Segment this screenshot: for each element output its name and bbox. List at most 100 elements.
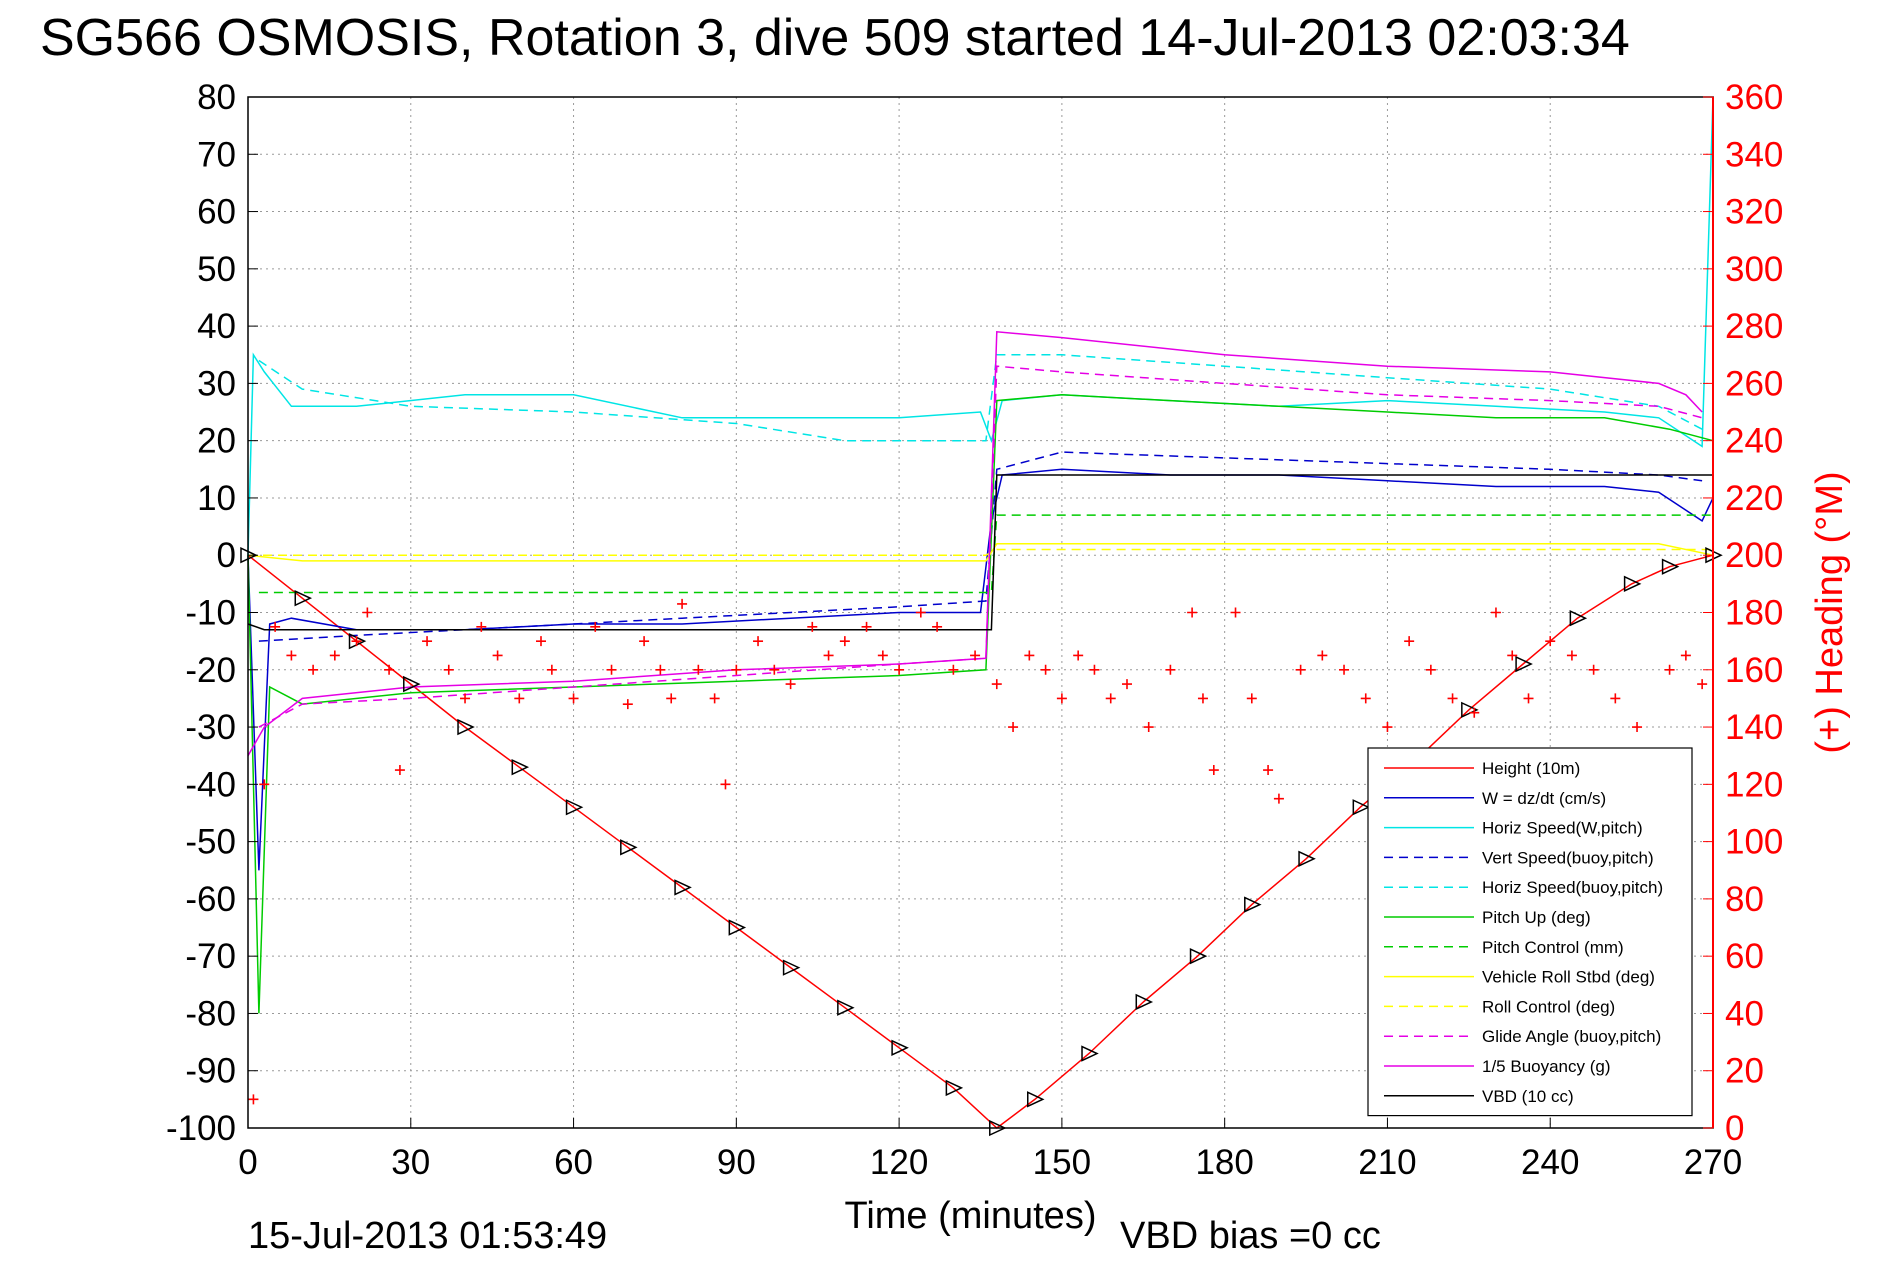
y-right-tick-label: 20 xyxy=(1725,1052,1764,1091)
x-axis-label: Time (minutes) xyxy=(845,1195,1097,1237)
heading-point xyxy=(915,607,926,618)
x-tick-label: 180 xyxy=(1195,1143,1253,1182)
heading-point xyxy=(1197,693,1208,704)
heading-point xyxy=(1447,693,1458,704)
heading-point xyxy=(970,650,981,661)
legend-entry: 1/5 Buoyancy (g) xyxy=(1482,1057,1611,1076)
depth-marker xyxy=(837,999,855,1016)
heading-point xyxy=(1230,607,1241,618)
heading-point xyxy=(1122,679,1132,690)
y-tick-label: -100 xyxy=(166,1109,236,1148)
heading-point xyxy=(839,636,850,647)
y-tick-label: -50 xyxy=(185,823,236,862)
depth-marker xyxy=(294,590,313,607)
y-tick-label: -30 xyxy=(185,708,236,747)
y-right-tick-label: 220 xyxy=(1725,479,1783,518)
heading-point xyxy=(329,650,340,661)
legend-entry: Horiz Speed(buoy,pitch) xyxy=(1482,878,1663,897)
y-tick-label: 20 xyxy=(197,422,236,461)
heading-point xyxy=(693,664,704,675)
y-tick-label: 60 xyxy=(197,193,236,232)
heading-point xyxy=(248,1094,259,1105)
heading-point xyxy=(1073,650,1084,661)
heading-point xyxy=(1165,664,1176,675)
heading-point xyxy=(1246,693,1257,704)
x-tick-label: 30 xyxy=(391,1143,430,1182)
heading-point xyxy=(1056,693,1067,704)
heading-point xyxy=(769,664,780,675)
depth-marker xyxy=(1515,655,1533,673)
heading-point xyxy=(1610,693,1621,704)
depth-marker xyxy=(891,1039,909,1056)
heading-point xyxy=(1664,664,1675,675)
legend-entry: Roll Control (deg) xyxy=(1482,997,1615,1016)
y-right-tick-label: 160 xyxy=(1725,651,1783,690)
y-tick-label: -80 xyxy=(185,994,236,1033)
heading-point xyxy=(731,664,742,675)
depth-marker xyxy=(1081,1045,1099,1062)
heading-point xyxy=(785,679,796,690)
y-tick-label: 10 xyxy=(197,479,236,518)
y-right-tick-label: 360 xyxy=(1725,78,1783,117)
y-tick-label: 80 xyxy=(197,78,236,117)
depth-marker xyxy=(1244,896,1262,913)
y-tick-label: 50 xyxy=(197,250,236,289)
y-tick-label: -60 xyxy=(185,880,236,919)
y-right-tick-label: 140 xyxy=(1725,708,1783,747)
y-tick-label: -70 xyxy=(185,937,236,976)
x-tick-label: 210 xyxy=(1358,1143,1416,1182)
legend-entry: VBD (10 cc) xyxy=(1482,1087,1574,1106)
y-tick-label: 30 xyxy=(197,364,236,403)
legend-entry: Pitch Up (deg) xyxy=(1482,908,1591,927)
y-right-tick-label: 320 xyxy=(1725,193,1783,232)
heading-point xyxy=(932,621,943,632)
heading-point xyxy=(362,607,373,618)
heading-point xyxy=(546,664,557,675)
heading-point xyxy=(1360,693,1371,704)
heading-point xyxy=(991,679,1002,690)
heading-point xyxy=(655,664,666,675)
heading-point xyxy=(622,699,633,710)
legend: Height (10m) W = dz/dt (cm/s) Horiz Speed(… xyxy=(1367,747,1693,1117)
x-tick-label: 60 xyxy=(554,1143,593,1182)
heading-point xyxy=(1632,722,1643,733)
depth-marker xyxy=(511,758,530,776)
depth-marker xyxy=(1661,558,1680,575)
series-line-3 xyxy=(247,96,1714,556)
legend-entry: Vert Speed(buoy,pitch) xyxy=(1482,848,1654,867)
heading-point xyxy=(443,664,454,675)
plot-area xyxy=(240,96,1723,1137)
heading-point xyxy=(286,650,297,661)
heading-point xyxy=(1339,664,1350,675)
y-tick-label: -40 xyxy=(185,765,236,804)
y-right-tick-label: 100 xyxy=(1725,823,1783,862)
heading-point xyxy=(384,664,395,675)
depth-marker xyxy=(674,879,692,896)
heading-point xyxy=(677,598,688,609)
heading-point xyxy=(753,636,764,647)
heading-point xyxy=(514,693,525,704)
heading-point xyxy=(1273,793,1284,804)
series-line-4 xyxy=(258,451,1703,642)
x-tick-label: 240 xyxy=(1521,1143,1579,1182)
series-line-8 xyxy=(247,543,1714,562)
x-tick-label: 150 xyxy=(1033,1143,1091,1182)
heading-point xyxy=(709,693,720,704)
depth-marker xyxy=(1623,575,1642,593)
y-tick-label: 40 xyxy=(197,307,236,346)
heading-point xyxy=(492,650,503,661)
series-line-5 xyxy=(258,354,1703,442)
heading-point xyxy=(807,621,818,632)
heading-point xyxy=(666,693,677,704)
y-right-tick-label: 340 xyxy=(1725,135,1783,174)
heading-point xyxy=(1469,707,1480,718)
heading-point xyxy=(1317,650,1328,661)
heading-point xyxy=(1040,664,1051,675)
heading-point xyxy=(1523,693,1534,704)
y-right-tick-label: 80 xyxy=(1725,880,1764,919)
heading-point xyxy=(861,621,872,632)
heading-point xyxy=(394,765,405,776)
y-right-tick-label: 40 xyxy=(1725,994,1764,1033)
heading-point xyxy=(894,664,905,675)
